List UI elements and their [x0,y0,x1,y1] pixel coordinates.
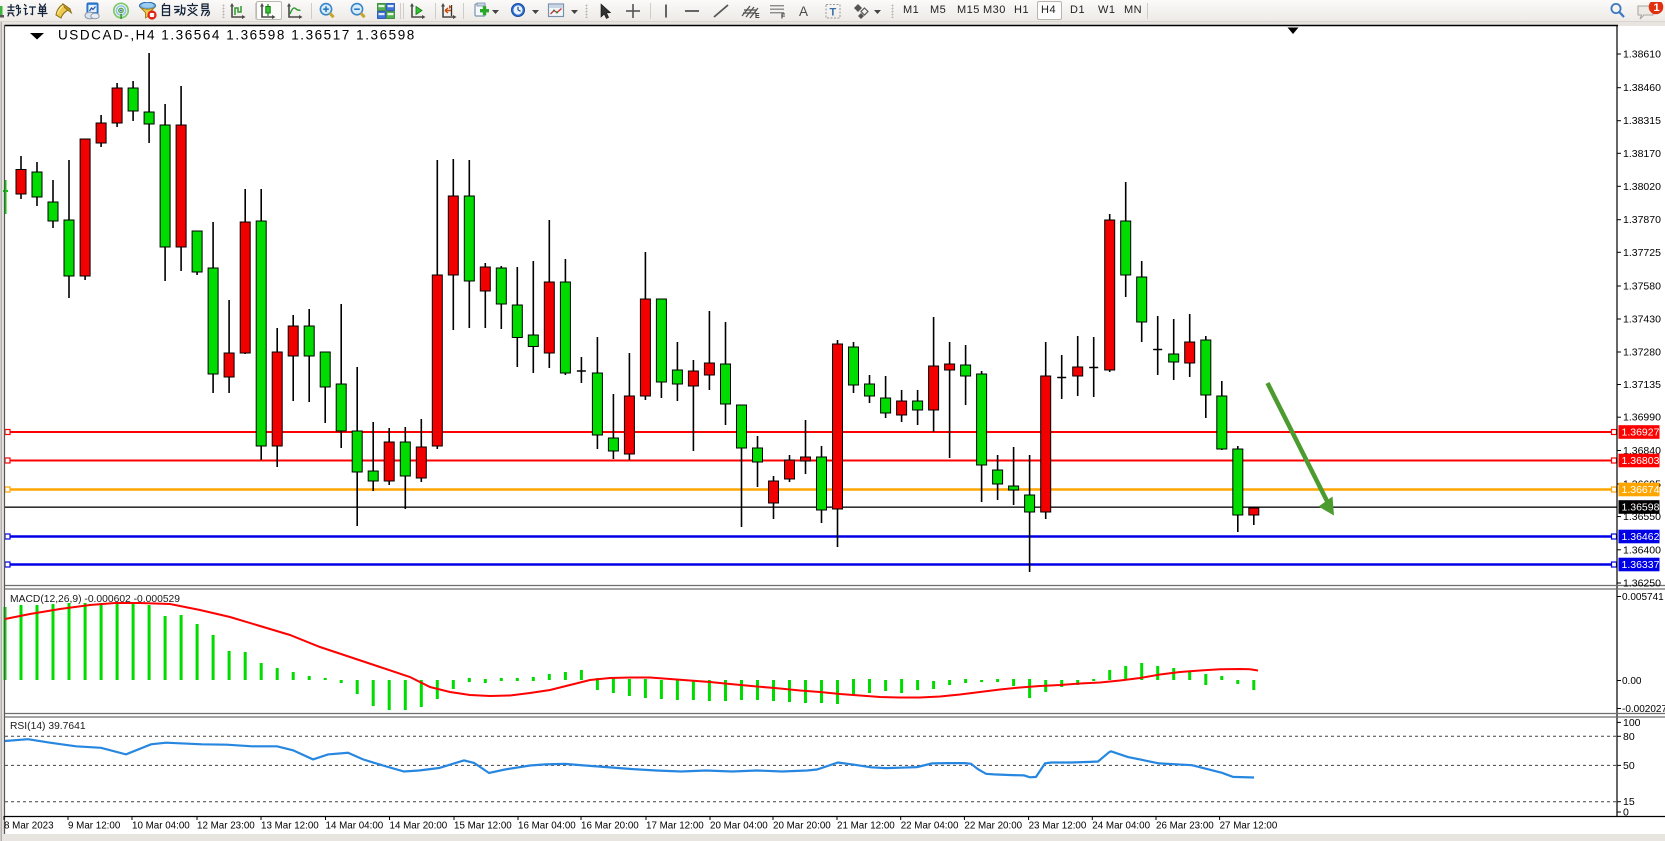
svg-text:F: F [781,14,786,21]
svg-text:50: 50 [1623,760,1635,772]
svg-text:26 Mar 23:00: 26 Mar 23:00 [1156,821,1214,832]
svg-text:1.37430: 1.37430 [1623,314,1661,326]
svg-text:15: 15 [1623,796,1635,808]
svg-text:1.36400: 1.36400 [1623,544,1661,556]
svg-text:RSI(14) 39.7641: RSI(14) 39.7641 [10,721,86,732]
svg-text:8 Mar 2023: 8 Mar 2023 [4,821,54,832]
svg-text:24 Mar 04:00: 24 Mar 04:00 [1092,821,1150,832]
svg-text:USDCAD-,H4 1.36564 1.36598 1.: USDCAD-,H4 1.36564 1.36598 1.36517 1.365… [58,28,416,43]
svg-text:1.38460: 1.38460 [1623,82,1661,94]
svg-text:1.36927: 1.36927 [1622,427,1660,439]
svg-text:0: 0 [1623,807,1629,819]
svg-text:1.37135: 1.37135 [1623,379,1661,391]
svg-text:16 Mar 04:00: 16 Mar 04:00 [518,821,576,832]
svg-text:20 Mar 20:00: 20 Mar 20:00 [773,821,831,832]
svg-text:0.005741: 0.005741 [1622,592,1664,603]
svg-text:1.38020: 1.38020 [1623,181,1661,193]
svg-text:1.36803: 1.36803 [1622,455,1660,467]
svg-text:1.36337: 1.36337 [1622,559,1660,571]
svg-text:1.38610: 1.38610 [1623,49,1661,61]
svg-text:1.37725: 1.37725 [1623,247,1661,259]
svg-text:16 Mar 20:00: 16 Mar 20:00 [581,821,639,832]
svg-text:0.00: 0.00 [1622,676,1642,687]
svg-text:1.37280: 1.37280 [1623,347,1661,359]
svg-text:1.36550: 1.36550 [1623,511,1661,523]
svg-text:22 Mar 04:00: 22 Mar 04:00 [901,821,959,832]
svg-text:14 Mar 20:00: 14 Mar 20:00 [390,821,448,832]
svg-text:1.37580: 1.37580 [1623,281,1661,293]
svg-text:1.36250: 1.36250 [1623,578,1661,590]
svg-text:20 Mar 04:00: 20 Mar 04:00 [710,821,768,832]
svg-text:21 Mar 12:00: 21 Mar 12:00 [837,821,895,832]
svg-text:MACD(12,26,9) -0.000602 -0.000: MACD(12,26,9) -0.000602 -0.000529 [10,594,180,605]
svg-text:1.36598: 1.36598 [1622,502,1660,514]
svg-text:13 Mar 12:00: 13 Mar 12:00 [261,821,319,832]
svg-text:A: A [799,4,808,19]
svg-text:1.38315: 1.38315 [1623,115,1661,127]
svg-text:80: 80 [1623,731,1635,743]
svg-text:15 Mar 12:00: 15 Mar 12:00 [454,821,512,832]
svg-text:1.38170: 1.38170 [1623,148,1661,160]
svg-text:14 Mar 04:00: 14 Mar 04:00 [326,821,384,832]
svg-text:17 Mar 12:00: 17 Mar 12:00 [646,821,704,832]
svg-text:1.36674: 1.36674 [1622,484,1660,496]
svg-text:1.36990: 1.36990 [1623,412,1661,424]
svg-text:100: 100 [1623,717,1641,729]
svg-text:23 Mar 12:00: 23 Mar 12:00 [1029,821,1087,832]
svg-text:12 Mar 23:00: 12 Mar 23:00 [197,821,255,832]
svg-text:1.36462: 1.36462 [1622,531,1660,543]
svg-text:22 Mar 20:00: 22 Mar 20:00 [964,821,1022,832]
svg-text:T: T [830,7,837,19]
svg-text:E: E [755,13,760,20]
svg-text:27 Mar 12:00: 27 Mar 12:00 [1220,821,1278,832]
svg-text:9 Mar 12:00: 9 Mar 12:00 [68,821,121,832]
svg-text:1.37870: 1.37870 [1623,214,1661,226]
svg-text:1: 1 [1654,2,1660,14]
svg-text:10 Mar 04:00: 10 Mar 04:00 [132,821,190,832]
svg-text:-0.002027: -0.002027 [1622,704,1665,715]
